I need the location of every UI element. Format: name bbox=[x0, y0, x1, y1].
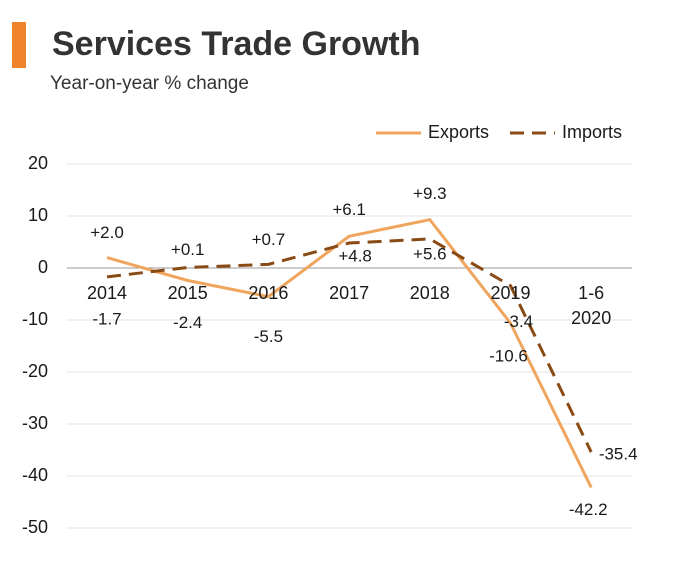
x-tick-label: 2019 bbox=[490, 283, 531, 303]
data-label: -3.4 bbox=[504, 312, 533, 331]
series-line bbox=[106, 237, 593, 453]
y-tick-label: -50 bbox=[22, 517, 48, 537]
data-label: +5.6 bbox=[413, 244, 447, 263]
legend-label: Imports bbox=[562, 122, 622, 142]
x-tick-label: 2014 bbox=[86, 283, 128, 303]
y-tick-label: 20 bbox=[28, 153, 48, 173]
x-tick-label: 2017 bbox=[329, 283, 370, 303]
y-tick-label: -40 bbox=[22, 465, 48, 485]
data-label: +0.1 bbox=[171, 240, 205, 259]
x-tick-label: 2015 bbox=[167, 283, 208, 303]
y-tick-label: -30 bbox=[22, 413, 48, 433]
x-tick-label: 2016 bbox=[248, 283, 289, 303]
x-tick-label: 1-6 2020 bbox=[571, 283, 612, 328]
chart-title: Services Trade Growth bbox=[52, 25, 421, 63]
data-label: +6.1 bbox=[332, 200, 366, 219]
data-label: +0.7 bbox=[252, 230, 286, 249]
y-tick-label: 0 bbox=[38, 257, 48, 277]
data-label: -10.6 bbox=[489, 347, 528, 366]
data-label: +2.0 bbox=[90, 223, 124, 242]
y-tick-label: -20 bbox=[22, 361, 48, 381]
y-tick-label: -10 bbox=[22, 309, 48, 329]
data-label: -35.4 bbox=[599, 445, 638, 464]
data-label: -42.2 bbox=[569, 500, 608, 519]
data-label: -2.4 bbox=[173, 313, 202, 332]
x-tick-label: 2018 bbox=[409, 283, 450, 303]
legend-label: Exports bbox=[428, 122, 489, 142]
chart-subtitle: Year-on-year % change bbox=[50, 73, 249, 94]
data-label: +9.3 bbox=[413, 184, 447, 203]
data-label: -5.5 bbox=[254, 327, 283, 346]
data-label: -1.7 bbox=[92, 309, 121, 328]
data-label: +4.8 bbox=[338, 247, 372, 266]
series-line bbox=[106, 217, 593, 489]
title-accent bbox=[12, 22, 26, 68]
y-tick-label: 10 bbox=[28, 205, 48, 225]
